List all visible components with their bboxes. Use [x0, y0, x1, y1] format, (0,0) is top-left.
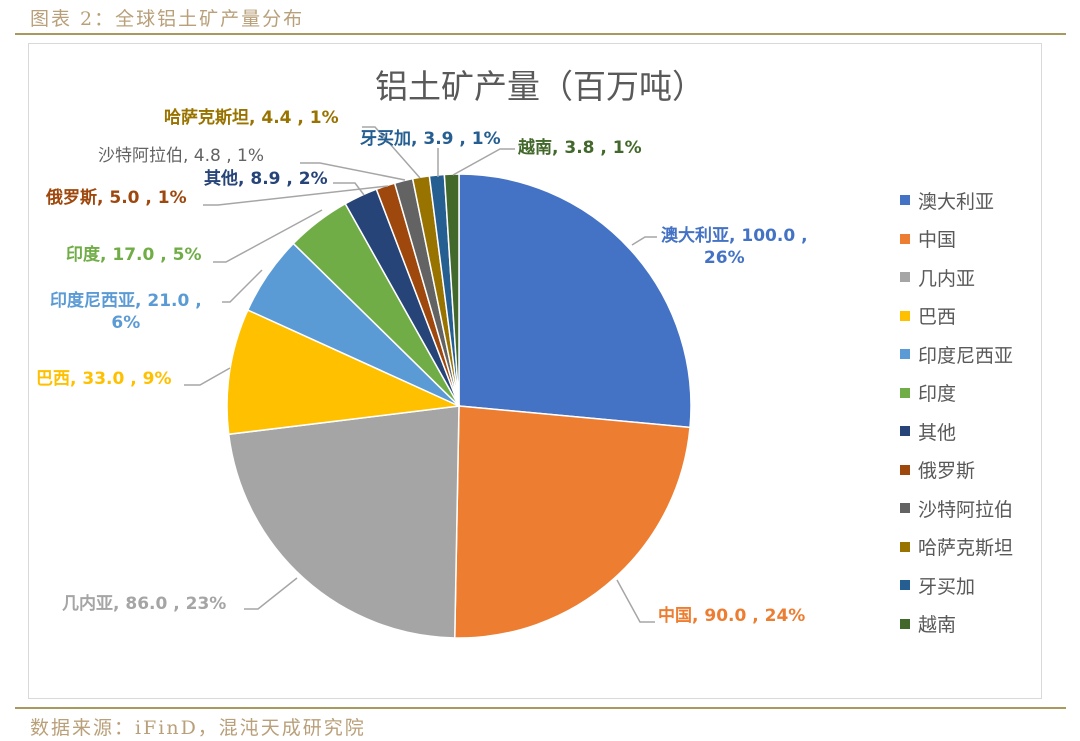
pie-slice-4 [226, 309, 462, 436]
legend-item: 越南 [900, 605, 1013, 644]
legend-label: 几内亚 [918, 267, 976, 290]
legend-item: 几内亚 [900, 258, 1013, 297]
legend-swatch [900, 233, 910, 244]
figure-caption: 图表 2：全球铝土矿产量分布 [30, 8, 305, 30]
data-label-others: 其他, 8.9 , 2% [204, 169, 328, 189]
leader-line-kazakhstan [362, 126, 421, 179]
data-label-vietnam: 越南, 3.8 , 1% [518, 138, 642, 158]
legend-swatch [900, 503, 910, 514]
legend-item: 哈萨克斯坦 [900, 528, 1013, 567]
legend-swatch [900, 387, 910, 398]
data-label-india: 印度, 17.0 , 5% [66, 245, 202, 265]
legend-swatch [900, 349, 910, 360]
legend-swatch [900, 310, 910, 321]
legend-swatch [900, 426, 910, 437]
data-label-australia-line2: 26% [703, 248, 745, 268]
pie-slices [226, 173, 692, 639]
data-label-kazakhstan: 哈萨克斯坦, 4.4 , 1% [164, 108, 339, 128]
pie-slice-12 [443, 173, 460, 407]
legend-swatch [900, 195, 910, 206]
legend-swatch [900, 618, 910, 629]
legend-swatch [900, 272, 910, 283]
bottom-rule [15, 707, 1066, 709]
legend-label: 中国 [918, 229, 957, 252]
data-label-indonesia-line1: 印度尼西亚, 21.0 , [50, 291, 202, 311]
legend-label: 俄罗斯 [918, 460, 976, 483]
legend-swatch [900, 580, 910, 591]
legend-label: 沙特阿拉伯 [918, 498, 1014, 521]
leader-line-russia [203, 185, 389, 206]
legend-label: 其他 [918, 421, 957, 444]
legend-item: 牙买加 [900, 566, 1013, 605]
legend-item: 沙特阿拉伯 [900, 489, 1013, 528]
legend-label: 印度 [918, 383, 957, 406]
leader-line-others [333, 182, 365, 196]
top-rule [15, 33, 1066, 35]
leader-line-saudi [300, 162, 406, 181]
legend-item: 澳大利亚 [900, 181, 1013, 220]
data-label-russia: 俄罗斯, 5.0 , 1% [46, 188, 187, 208]
data-label-australia-line1: 澳大利亚, 100.0 , [661, 226, 808, 246]
leader-line-brazil [184, 367, 231, 386]
pie-slice-3 [227, 405, 460, 639]
legend-swatch [900, 464, 910, 475]
legend-label: 巴西 [918, 306, 957, 329]
pie-slice-1 [458, 173, 692, 429]
legend-swatch [900, 541, 910, 552]
leader-line-vietnam [452, 148, 515, 176]
data-label-china: 中国, 90.0 , 24% [658, 606, 806, 626]
legend-label: 牙买加 [918, 575, 976, 598]
data-label-guinea: 几内亚, 86.0 , 23% [62, 594, 227, 614]
legend-label: 哈萨克斯坦 [918, 537, 1014, 560]
legend-label: 印度尼西亚 [918, 344, 1014, 367]
data-label-indonesia: 印度尼西亚, 21.0 , 6% [50, 290, 202, 334]
data-label-australia: 澳大利亚, 100.0 , 26% [661, 225, 808, 269]
legend-item: 俄罗斯 [900, 451, 1013, 490]
data-source: 数据来源：iFinD，混沌天成研究院 [30, 717, 366, 739]
pie-slice-2 [453, 405, 691, 639]
legend-item: 巴西 [900, 297, 1013, 336]
leader-line-indonesia [222, 269, 263, 303]
leader-line-australia [631, 236, 657, 246]
leader-line-india [213, 209, 323, 263]
chart-legend: 澳大利亚 中国 几内亚 巴西 印度尼西亚 印度 其他 俄罗斯 沙特阿拉伯 哈萨克… [900, 181, 1013, 643]
data-label-brazil: 巴西, 33.0 , 9% [36, 369, 172, 389]
legend-item: 其他 [900, 412, 1013, 451]
data-label-saudi: 沙特阿拉伯, 4.8 , 1% [98, 146, 265, 166]
chart-title: 铝土矿产量（百万吨） [375, 67, 705, 106]
data-label-jamaica: 牙买加, 3.9 , 1% [360, 129, 501, 149]
legend-item: 中国 [900, 220, 1013, 259]
legend-item: 印度尼西亚 [900, 335, 1013, 374]
legend-item: 印度 [900, 374, 1013, 413]
legend-label: 越南 [918, 614, 957, 637]
leader-line-china [616, 579, 655, 623]
leader-line-guinea [244, 577, 298, 610]
leader-lines [184, 126, 657, 623]
legend-label: 澳大利亚 [918, 190, 995, 213]
data-label-indonesia-line2: 6% [111, 313, 141, 333]
